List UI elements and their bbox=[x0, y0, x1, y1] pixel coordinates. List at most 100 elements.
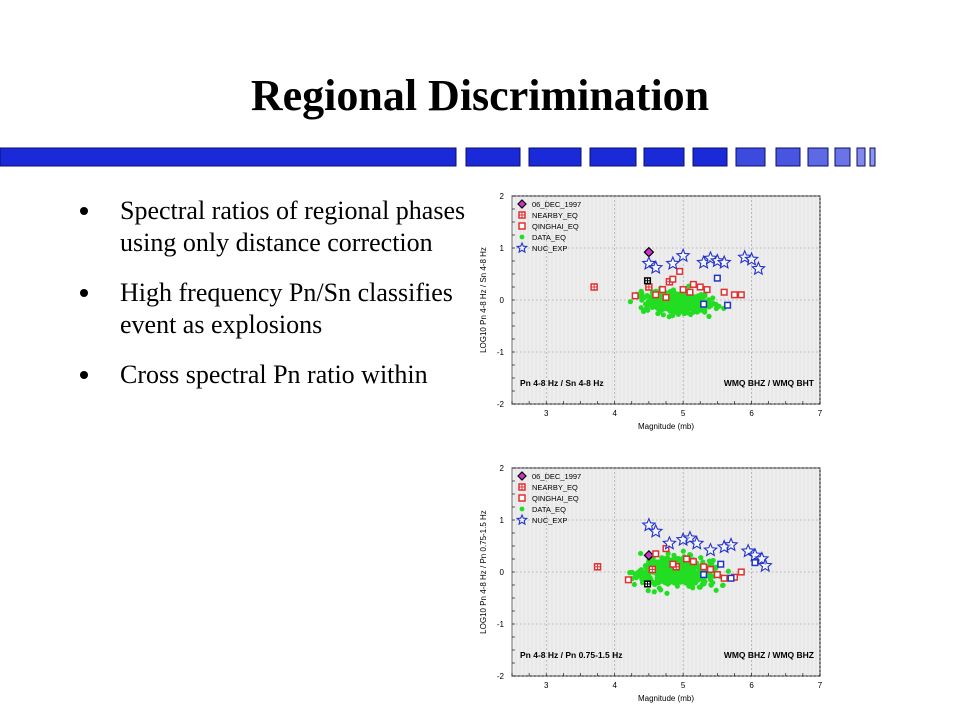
data-point-data-eq bbox=[638, 550, 644, 557]
bullet-dot-icon bbox=[80, 371, 88, 379]
bullet-item: Cross spectral Pn ratio within bbox=[80, 359, 470, 391]
data-point-data-eq bbox=[674, 291, 680, 297]
data-point-data-eq bbox=[676, 570, 683, 576]
y-tick-label: 2 bbox=[500, 464, 505, 473]
data-point-qinghai-eq bbox=[737, 568, 745, 576]
data-point-data-eq bbox=[674, 583, 680, 589]
title-bar-segment bbox=[834, 147, 851, 167]
data-point-data-eq bbox=[698, 555, 704, 561]
x-axis-label: Magnitude (mb) bbox=[638, 694, 694, 703]
title-bar-segment bbox=[643, 147, 685, 167]
data-point-qinghai-eq bbox=[659, 286, 667, 294]
title-bar-segment bbox=[589, 147, 637, 167]
data-point-qinghai-eq bbox=[730, 291, 738, 299]
data-point-data-eq bbox=[691, 309, 697, 315]
data-point-data-eq bbox=[670, 576, 676, 583]
x-tick-label: 4 bbox=[612, 409, 617, 418]
data-point-data-eq bbox=[654, 303, 660, 309]
y-tick-label: -1 bbox=[497, 620, 505, 629]
data-point-qinghai-eq bbox=[652, 550, 660, 558]
data-point-qinghai-eq bbox=[631, 292, 639, 300]
data-point-nuc-exp bbox=[757, 557, 773, 573]
data-point-qinghai-eq bbox=[720, 288, 728, 296]
data-point-data-eq bbox=[666, 569, 672, 575]
data-point-data-eq bbox=[659, 569, 665, 575]
data-point-nuc-exp bbox=[648, 259, 664, 275]
data-point-data-eq bbox=[663, 302, 670, 308]
data-point-nuc-exp-square bbox=[717, 560, 725, 568]
data-point-qinghai-eq bbox=[713, 571, 721, 579]
data-point-data-eq bbox=[664, 590, 670, 596]
bullet-text: Spectral ratios of regional phases using… bbox=[120, 196, 466, 257]
annotation-right: WMQ BHZ / WMQ BHZ bbox=[724, 650, 814, 660]
y-axis-label: LOG10 Pn 4-8 Hz / Pn 0.75-1.5 Hz bbox=[479, 510, 488, 634]
data-point-data-eq bbox=[648, 300, 654, 306]
data-point-data-eq bbox=[645, 587, 651, 594]
data-point-data-eq bbox=[699, 295, 705, 301]
data-point-nuc-exp bbox=[750, 260, 766, 276]
y-tick-label: -2 bbox=[497, 672, 505, 681]
data-point-nuc-exp-square bbox=[751, 559, 759, 567]
scatter-chart-pn-pn: 3 4 5 6 7 -2 -1 0 1 2 Magnitude (mb) LOG10 Pn 4-8 H… bbox=[479, 464, 823, 703]
y-tick-label: 2 bbox=[500, 192, 505, 201]
data-point-data-eq bbox=[725, 568, 731, 574]
data-point-data-eq bbox=[656, 560, 662, 567]
title-bar-segment bbox=[735, 147, 766, 167]
data-point-qinghai-eq bbox=[679, 286, 687, 294]
title-bar-segment bbox=[807, 147, 829, 167]
data-point-nuc-exp bbox=[665, 255, 681, 271]
title-bar-segment bbox=[528, 147, 582, 167]
title-bar-decoration bbox=[0, 147, 876, 167]
data-point-nuc-exp-square bbox=[724, 301, 732, 309]
data-point-nuc-exp-square bbox=[727, 574, 735, 582]
data-point-qinghai-eq bbox=[720, 574, 728, 582]
data-point-qinghai-eq bbox=[652, 291, 660, 299]
data-point-data-eq bbox=[644, 292, 650, 299]
slide-title: Regional Discrimination bbox=[250, 71, 710, 120]
x-tick-label: 4 bbox=[612, 681, 617, 690]
bullet-text: Cross spectral Pn ratio within bbox=[120, 360, 428, 389]
bullet-item: Spectral ratios of regional phases using… bbox=[80, 195, 470, 259]
x-tick-label: 3 bbox=[544, 409, 549, 418]
data-point-data-eq bbox=[665, 555, 671, 561]
data-point-data-eq bbox=[638, 288, 644, 294]
data-point-qinghai-eq bbox=[624, 576, 632, 584]
title-bar-segment bbox=[0, 147, 457, 167]
annotation-left: Pn 4-8 Hz / Pn 0.75-1.5 Hz bbox=[520, 650, 623, 660]
data-point-06-dec-1997 bbox=[643, 550, 655, 561]
data-point-data-eq bbox=[702, 309, 708, 315]
data-point-data-eq bbox=[668, 304, 674, 310]
legend-label: NEARBY_EQ bbox=[532, 483, 578, 492]
x-axis-label: Magnitude (mb) bbox=[638, 422, 694, 431]
data-point-data-eq bbox=[627, 299, 634, 305]
data-point-data-eq bbox=[681, 306, 687, 312]
bullet-dot-icon bbox=[80, 207, 88, 215]
y-axis-label: LOG10 Pn 4-8 Hz / Sn 4-8 Hz bbox=[479, 247, 488, 353]
scatter-chart-pn-sn: 3 4 5 6 7 -2 -1 0 1 2 Magnitude (mb) LOG10 Pn 4-8 H… bbox=[479, 192, 823, 431]
data-point-nuc-exp bbox=[661, 535, 677, 550]
y-tick-label: 1 bbox=[500, 516, 505, 525]
data-point-nuc-exp bbox=[675, 247, 691, 263]
legend-label: NEARBY_EQ bbox=[532, 211, 578, 220]
data-point-data-eq bbox=[681, 300, 687, 307]
data-point-data-eq bbox=[686, 583, 693, 589]
data-point-data-eq bbox=[670, 312, 676, 319]
data-point-data-eq bbox=[658, 587, 664, 593]
legend-label: 06_DEC_1997 bbox=[532, 200, 581, 209]
data-point-data-eq bbox=[683, 566, 689, 572]
data-point-data-eq bbox=[682, 295, 688, 302]
data-point-data-eq bbox=[716, 303, 722, 309]
data-point-data-eq bbox=[660, 312, 666, 318]
bullet-item: High frequency Pn/Sn classifies event as… bbox=[80, 277, 470, 341]
data-point-qinghai-eq bbox=[669, 275, 677, 283]
data-point-data-eq bbox=[663, 577, 669, 583]
legend-marker-data-eq bbox=[519, 234, 525, 240]
data-point-nuc-exp bbox=[716, 254, 732, 269]
y-tick-label: 0 bbox=[500, 296, 505, 305]
title-bar-segment bbox=[856, 147, 866, 167]
data-point-nuc-exp bbox=[744, 251, 760, 266]
data-point-data-eq bbox=[672, 555, 678, 561]
data-point-nuc-exp-square bbox=[713, 274, 721, 282]
data-point-data-eq bbox=[706, 313, 712, 319]
legend-label: 06_DEC_1997 bbox=[532, 472, 581, 481]
